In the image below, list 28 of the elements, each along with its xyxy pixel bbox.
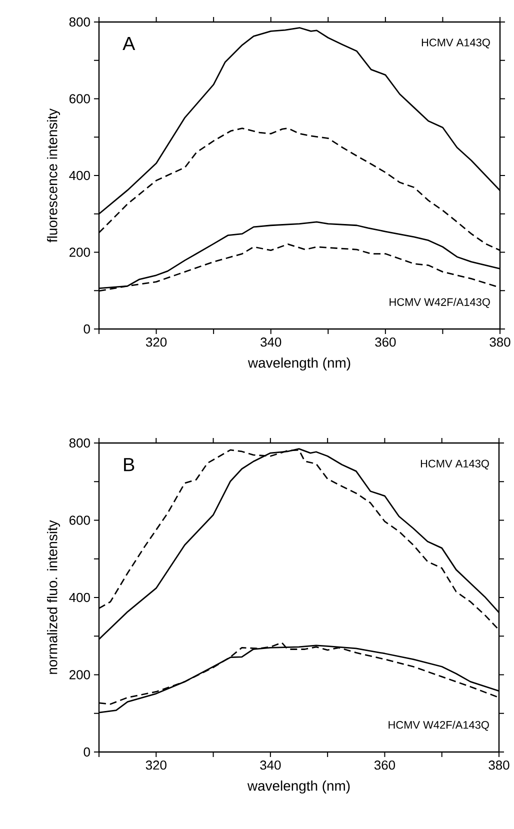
y-tick-label: 600 bbox=[70, 516, 90, 525]
y-tick-label: 200 bbox=[70, 248, 90, 257]
x-tick-label: 340 bbox=[260, 338, 282, 347]
y-tick-label: 200 bbox=[70, 670, 90, 680]
annotation: A bbox=[122, 36, 136, 50]
y-tick-label: 400 bbox=[69, 170, 90, 180]
x-tick-label: 380 bbox=[488, 760, 510, 770]
x-tick-label: 380 bbox=[490, 338, 510, 347]
annotation: HCMV A143Q bbox=[422, 38, 490, 48]
x-tick-label: 360 bbox=[374, 760, 396, 770]
x-axis-title: wavelength (nm) bbox=[248, 358, 350, 371]
y-axis-title: normalized fluo. intensity bbox=[47, 520, 60, 674]
y-tick-label: 800 bbox=[69, 17, 90, 27]
y-tick-label: 400 bbox=[69, 592, 90, 602]
y-tick-label: 0 bbox=[84, 324, 90, 334]
y-tick-label: 0 bbox=[84, 747, 90, 757]
x-tick-label: 320 bbox=[146, 760, 166, 770]
annotation: HCMV W42F/A143Q bbox=[388, 720, 489, 731]
y-tick-label: 600 bbox=[70, 94, 90, 104]
y-axis-title: fluorescence intensity bbox=[47, 108, 60, 242]
annotation: HCMV W42F/A143Q bbox=[390, 298, 490, 308]
y-tick-label: 800 bbox=[69, 438, 90, 448]
x-tick-label: 320 bbox=[146, 338, 167, 347]
annotation: B bbox=[124, 458, 134, 472]
x-axis-title: wavelength (nm) bbox=[247, 780, 350, 794]
annotation: HCMV A143Q bbox=[420, 460, 489, 470]
x-tick-label: 340 bbox=[260, 760, 281, 770]
x-tick-label: 360 bbox=[375, 338, 396, 347]
